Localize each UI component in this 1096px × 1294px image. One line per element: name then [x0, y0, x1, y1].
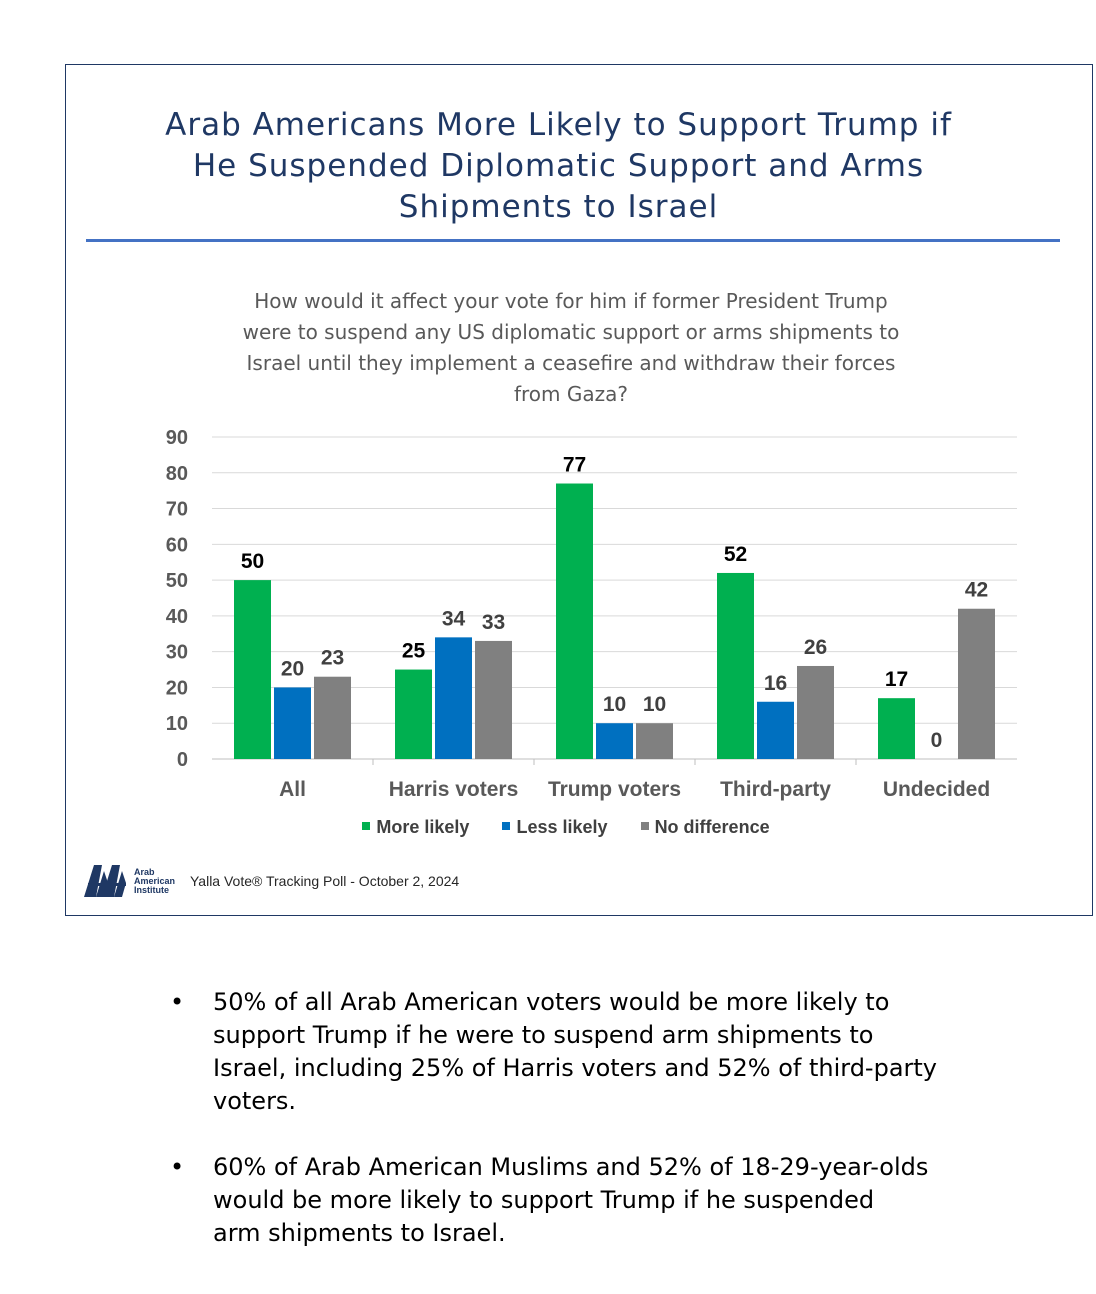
bar-less-likely [596, 723, 633, 759]
survey-question: How would it affect your vote for him if… [186, 286, 956, 410]
bullet-line: 60% of Arab American Muslims and 52% of … [213, 1153, 929, 1181]
bullet-line: 50% of all Arab American voters would be… [213, 988, 890, 1016]
data-label: 77 [563, 454, 586, 477]
bar-more-likely [395, 669, 432, 759]
x-tick-label: Third-party [720, 778, 831, 801]
source-note: Yalla Vote® Tracking Poll - October 2, 2… [190, 873, 460, 889]
logo-text-line: Institute [134, 884, 169, 895]
title-line: He Suspended Diplomatic Support and Arms [192, 148, 925, 184]
y-tick-label: 40 [166, 606, 188, 628]
x-tick-label: Undecided [883, 778, 990, 801]
bullet-icon: • [170, 988, 185, 1016]
data-label: 16 [764, 672, 787, 695]
logo-wordmark: Arab American Institute [134, 866, 186, 895]
title-divider [86, 239, 1060, 242]
bar-no-difference [958, 608, 995, 759]
bullet-line: arm shipments to Israel. [213, 1219, 506, 1247]
bar-no-difference [636, 723, 673, 759]
bar-no-difference [475, 640, 512, 759]
question-line: How would it affect your vote for him if… [254, 289, 888, 313]
bar-no-difference [314, 676, 351, 759]
x-tick-label: All [279, 778, 306, 801]
y-tick-label: 70 [166, 499, 188, 521]
bullet-line: voters. [213, 1087, 297, 1115]
source-footer: Arab American Institute Yalla Vote® Trac… [82, 861, 459, 901]
data-label: 17 [885, 668, 908, 691]
data-label: 42 [965, 579, 988, 602]
bar-more-likely [717, 572, 754, 759]
question-line: from Gaza? [513, 382, 629, 406]
chart-slide: Arab Americans More Likely to Support Tr… [65, 64, 1093, 916]
bullet-item: • 60% of Arab American Muslims and 52% o… [170, 1151, 1030, 1250]
bar-less-likely [274, 687, 311, 759]
logo-text-line: Arab [134, 866, 155, 877]
y-tick-label: 20 [166, 677, 188, 699]
legend-item-more-likely: More likely [362, 817, 469, 838]
y-tick-label: 60 [166, 534, 188, 556]
legend-swatch-gray [640, 822, 649, 831]
legend-item-no-difference: No difference [640, 817, 770, 838]
y-tick-label: 50 [166, 570, 188, 592]
x-tick-label: Harris voters [389, 778, 519, 801]
data-label: 20 [281, 657, 304, 680]
legend-item-less-likely: Less likely [502, 817, 608, 838]
legend-label: More likely [376, 817, 470, 837]
chart-title: Arab Americans More Likely to Support Tr… [66, 105, 1051, 228]
bullet-line: Israel, including 25% of Harris voters a… [213, 1054, 938, 1082]
title-line: Shipments to Israel [398, 189, 719, 225]
bar-chart: 0 10 20 30 40 50 60 70 80 90 50 20 23 All 25 34 33 Harris… [166, 427, 1017, 801]
bar-more-likely [878, 698, 915, 759]
data-label: 25 [402, 640, 426, 663]
chart-legend: More likely Less likely No difference [66, 817, 1066, 838]
aai-logo-icon [84, 865, 126, 897]
key-findings: • 50% of all Arab American voters would … [170, 986, 1030, 1283]
bullet-line: support Trump if he were to suspend arm … [213, 1021, 874, 1049]
x-tick-label: Trump voters [548, 778, 681, 801]
bar-less-likely [757, 701, 794, 759]
bullet-line: would be more likely to support Trump if… [213, 1186, 875, 1214]
legend-label: Less likely [516, 817, 608, 837]
question-line: Israel until they implement a ceasefire … [246, 351, 896, 375]
y-tick-label: 80 [166, 463, 188, 485]
bullet-icon: • [170, 1153, 185, 1181]
bullet-item: • 50% of all Arab American voters would … [170, 986, 1030, 1118]
data-label: 52 [724, 543, 747, 566]
data-label: 10 [643, 693, 666, 716]
logo-text-line: American [134, 875, 176, 886]
bar-less-likely [435, 637, 472, 759]
title-line: Arab Americans More Likely to Support Tr… [165, 107, 952, 143]
data-label: 34 [442, 607, 466, 630]
y-tick-label: 30 [166, 642, 188, 664]
question-line: were to suspend any US diplomatic suppor… [242, 320, 900, 344]
y-tick-label: 0 [177, 749, 188, 771]
y-tick-label: 90 [166, 427, 188, 449]
bar-more-likely [234, 580, 271, 759]
data-label: 23 [321, 647, 344, 670]
legend-label: No difference [654, 817, 770, 837]
data-label: 0 [931, 729, 943, 752]
data-label: 50 [241, 550, 264, 573]
bar-no-difference [797, 665, 834, 759]
legend-swatch-green [362, 822, 371, 831]
bar-more-likely [556, 483, 593, 759]
data-label: 10 [603, 693, 626, 716]
legend-swatch-blue [502, 822, 511, 831]
data-label: 26 [804, 636, 827, 659]
data-label: 33 [482, 611, 505, 634]
y-tick-label: 10 [166, 713, 188, 735]
